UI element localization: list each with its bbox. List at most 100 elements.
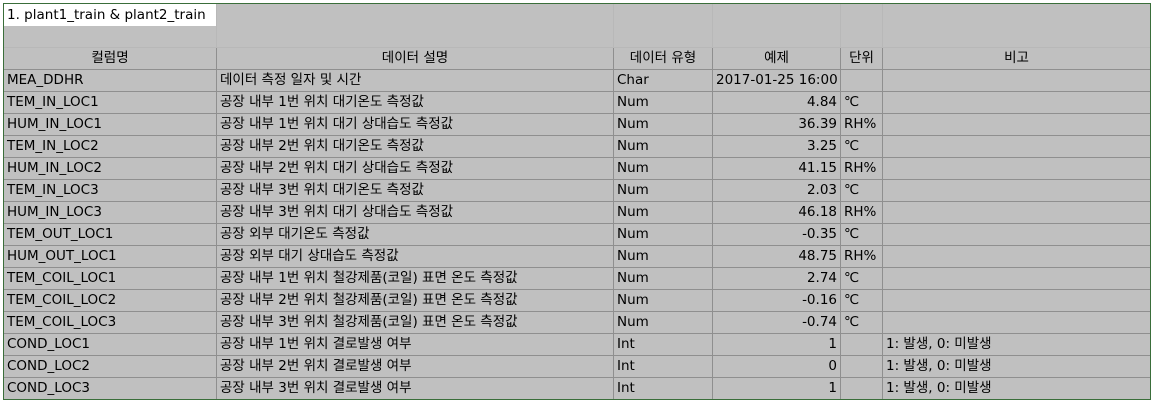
- cell-column-name[interactable]: COND_LOC3: [4, 378, 217, 399]
- cell-note[interactable]: 1: 발생, 0: 미발생: [883, 334, 1150, 356]
- cell-data-type[interactable]: Num: [614, 202, 713, 224]
- cell-note[interactable]: 1: 발생, 0: 미발생: [883, 378, 1150, 399]
- cell-unit[interactable]: [841, 70, 883, 92]
- empty-cell[interactable]: [883, 4, 1150, 26]
- cell-column-name[interactable]: TEM_IN_LOC3: [4, 180, 217, 202]
- cell-description[interactable]: 공장 내부 3번 위치 철강제품(코일) 표면 온도 측정값: [217, 312, 614, 334]
- cell-unit[interactable]: RH%: [841, 114, 883, 136]
- cell-unit[interactable]: RH%: [841, 158, 883, 180]
- cell-column-name[interactable]: TEM_COIL_LOC3: [4, 312, 217, 334]
- empty-cell[interactable]: [614, 4, 713, 26]
- empty-cell[interactable]: [883, 26, 1150, 48]
- cell-data-type[interactable]: Num: [614, 290, 713, 312]
- header-description[interactable]: 데이터 설명: [217, 48, 614, 70]
- cell-data-type[interactable]: Num: [614, 268, 713, 290]
- cell-example[interactable]: 2.03: [713, 180, 841, 202]
- cell-example[interactable]: 2017-01-25 16:00: [713, 70, 841, 92]
- empty-cell[interactable]: [841, 26, 883, 48]
- cell-unit[interactable]: RH%: [841, 202, 883, 224]
- cell-example[interactable]: 46.18: [713, 202, 841, 224]
- cell-column-name[interactable]: COND_LOC1: [4, 334, 217, 356]
- cell-column-name[interactable]: TEM_COIL_LOC1: [4, 268, 217, 290]
- cell-example[interactable]: 1: [713, 378, 841, 399]
- cell-data-type[interactable]: Int: [614, 356, 713, 378]
- empty-cell[interactable]: [841, 4, 883, 26]
- cell-data-type[interactable]: Num: [614, 224, 713, 246]
- cell-unit[interactable]: ℃: [841, 92, 883, 114]
- cell-data-type[interactable]: Int: [614, 378, 713, 399]
- cell-column-name[interactable]: HUM_IN_LOC1: [4, 114, 217, 136]
- cell-note[interactable]: [883, 136, 1150, 158]
- cell-description[interactable]: 공장 내부 3번 위치 결로발생 여부: [217, 378, 614, 399]
- header-note[interactable]: 비고: [883, 48, 1150, 70]
- cell-note[interactable]: [883, 70, 1150, 92]
- cell-unit[interactable]: [841, 378, 883, 399]
- empty-cell[interactable]: [614, 26, 713, 48]
- cell-data-type[interactable]: Num: [614, 246, 713, 268]
- cell-data-type[interactable]: Int: [614, 334, 713, 356]
- sheet-title-cell[interactable]: 1. plant1_train & plant2_train: [4, 4, 217, 26]
- cell-example[interactable]: -0.74: [713, 312, 841, 334]
- cell-data-type[interactable]: Num: [614, 136, 713, 158]
- cell-column-name[interactable]: HUM_OUT_LOC1: [4, 246, 217, 268]
- cell-unit[interactable]: RH%: [841, 246, 883, 268]
- header-data-type[interactable]: 데이터 유형: [614, 48, 713, 70]
- cell-note[interactable]: [883, 114, 1150, 136]
- cell-data-type[interactable]: Num: [614, 180, 713, 202]
- cell-example[interactable]: 3.25: [713, 136, 841, 158]
- cell-description[interactable]: 공장 내부 1번 위치 철강제품(코일) 표면 온도 측정값: [217, 268, 614, 290]
- empty-cell[interactable]: [713, 4, 841, 26]
- cell-note[interactable]: [883, 312, 1150, 334]
- cell-unit[interactable]: ℃: [841, 180, 883, 202]
- cell-column-name[interactable]: COND_LOC2: [4, 356, 217, 378]
- cell-column-name[interactable]: TEM_IN_LOC2: [4, 136, 217, 158]
- cell-description[interactable]: 공장 내부 1번 위치 결로발생 여부: [217, 334, 614, 356]
- cell-data-type[interactable]: Num: [614, 114, 713, 136]
- cell-unit[interactable]: [841, 356, 883, 378]
- cell-data-type[interactable]: Char: [614, 70, 713, 92]
- cell-description[interactable]: 공장 내부 2번 위치 철강제품(코일) 표면 온도 측정값: [217, 290, 614, 312]
- cell-unit[interactable]: ℃: [841, 312, 883, 334]
- cell-note[interactable]: [883, 224, 1150, 246]
- cell-note[interactable]: [883, 92, 1150, 114]
- cell-example[interactable]: 0: [713, 356, 841, 378]
- cell-example[interactable]: 36.39: [713, 114, 841, 136]
- cell-note[interactable]: [883, 202, 1150, 224]
- cell-description[interactable]: 공장 내부 1번 위치 대기온도 측정값: [217, 92, 614, 114]
- cell-description[interactable]: 공장 내부 3번 위치 대기온도 측정값: [217, 180, 614, 202]
- cell-description[interactable]: 공장 외부 대기 상대습도 측정값: [217, 246, 614, 268]
- cell-description[interactable]: 공장 내부 1번 위치 대기 상대습도 측정값: [217, 114, 614, 136]
- header-example[interactable]: 예제: [713, 48, 841, 70]
- header-column-name[interactable]: 컬럼명: [4, 48, 217, 70]
- cell-data-type[interactable]: Num: [614, 92, 713, 114]
- cell-description[interactable]: 공장 내부 3번 위치 대기 상대습도 측정값: [217, 202, 614, 224]
- cell-column-name[interactable]: TEM_IN_LOC1: [4, 92, 217, 114]
- cell-unit[interactable]: ℃: [841, 290, 883, 312]
- cell-note[interactable]: [883, 246, 1150, 268]
- cell-unit[interactable]: ℃: [841, 224, 883, 246]
- cell-description[interactable]: 공장 내부 2번 위치 대기 상대습도 측정값: [217, 158, 614, 180]
- cell-example[interactable]: 4.84: [713, 92, 841, 114]
- cell-description[interactable]: 공장 내부 2번 위치 결로발생 여부: [217, 356, 614, 378]
- cell-column-name[interactable]: HUM_IN_LOC3: [4, 202, 217, 224]
- cell-description[interactable]: 공장 외부 대기온도 측정값: [217, 224, 614, 246]
- cell-column-name[interactable]: MEA_DDHR: [4, 70, 217, 92]
- empty-cell[interactable]: [713, 26, 841, 48]
- cell-note[interactable]: 1: 발생, 0: 미발생: [883, 356, 1150, 378]
- cell-unit[interactable]: ℃: [841, 136, 883, 158]
- cell-example[interactable]: 41.15: [713, 158, 841, 180]
- empty-cell[interactable]: [4, 26, 217, 48]
- cell-example[interactable]: 1: [713, 334, 841, 356]
- cell-example[interactable]: -0.35: [713, 224, 841, 246]
- cell-description[interactable]: 공장 내부 2번 위치 대기온도 측정값: [217, 136, 614, 158]
- cell-example[interactable]: -0.16: [713, 290, 841, 312]
- cell-column-name[interactable]: TEM_OUT_LOC1: [4, 224, 217, 246]
- header-unit[interactable]: 단위: [841, 48, 883, 70]
- cell-note[interactable]: [883, 180, 1150, 202]
- cell-column-name[interactable]: HUM_IN_LOC2: [4, 158, 217, 180]
- cell-data-type[interactable]: Num: [614, 312, 713, 334]
- empty-cell[interactable]: [217, 4, 614, 26]
- cell-description[interactable]: 데이터 측정 일자 및 시간: [217, 70, 614, 92]
- cell-unit[interactable]: [841, 334, 883, 356]
- cell-unit[interactable]: ℃: [841, 268, 883, 290]
